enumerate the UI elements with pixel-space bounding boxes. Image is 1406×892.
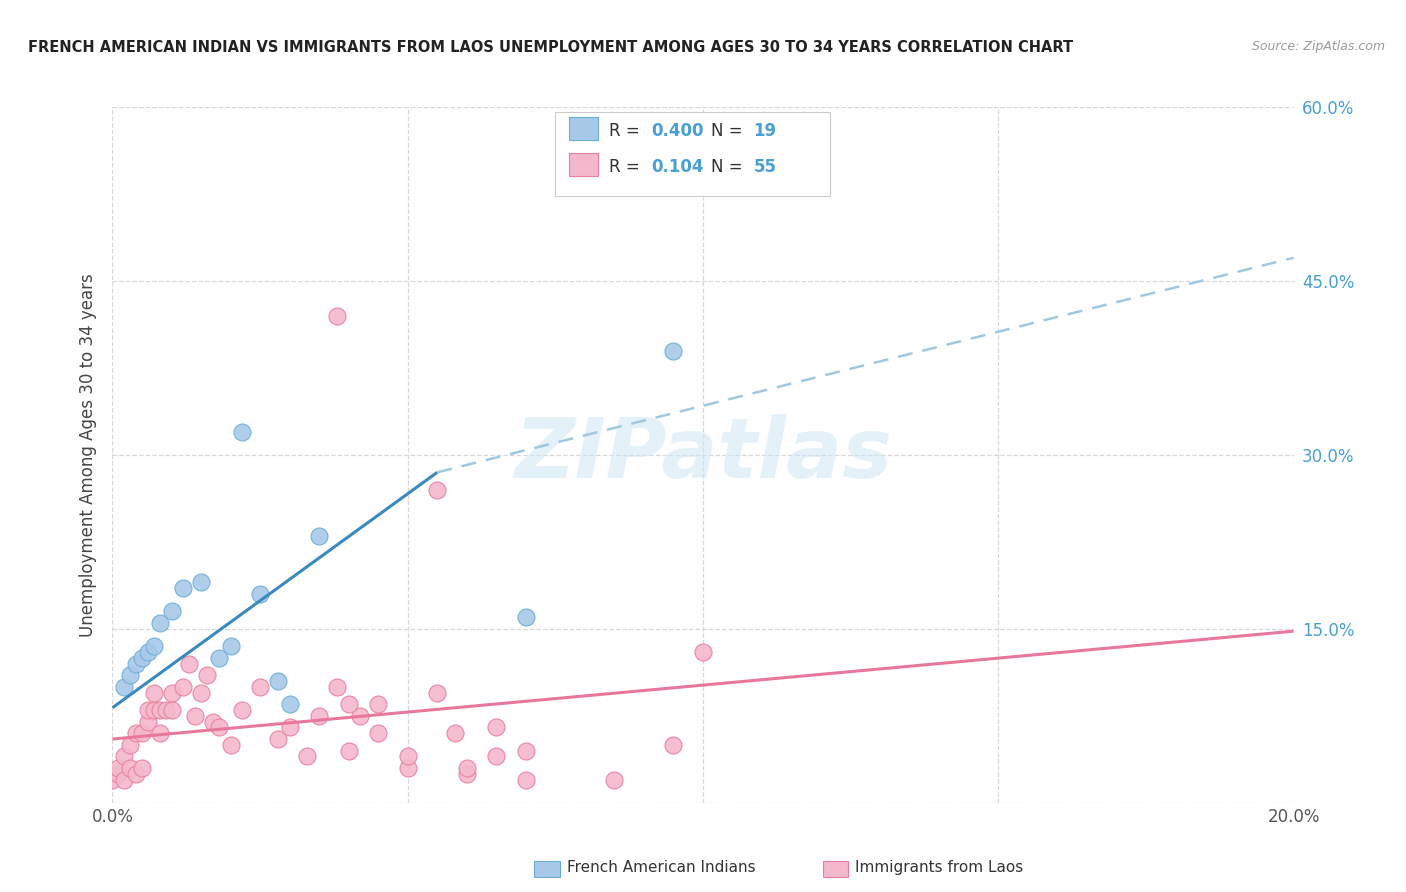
Point [125, 726, 148, 740]
Point [112, 749, 135, 764]
Point [120, 761, 142, 775]
Point [172, 582, 194, 596]
Point [308, 708, 330, 723]
Point [278, 721, 301, 735]
Point [131, 726, 153, 740]
Y-axis label: Unemployment Among Ages 30 to 34 years: Unemployment Among Ages 30 to 34 years [79, 273, 97, 637]
Point [426, 685, 449, 699]
Text: Source: ZipAtlas.com: Source: ZipAtlas.com [1251, 40, 1385, 54]
Point [267, 674, 290, 689]
Point [219, 738, 242, 752]
Text: R =: R = [609, 158, 650, 176]
Text: French American Indians: French American Indians [567, 861, 755, 875]
Point [349, 708, 371, 723]
Point [208, 721, 231, 735]
Point [155, 703, 177, 717]
Text: 0.104: 0.104 [651, 158, 703, 176]
Point [201, 714, 224, 729]
Point [125, 767, 148, 781]
Point [179, 657, 201, 671]
Point [112, 680, 135, 694]
Point [444, 726, 467, 740]
Point [485, 721, 508, 735]
Point [190, 685, 212, 699]
Point [120, 738, 142, 752]
Point [107, 761, 129, 775]
Point [485, 749, 508, 764]
Text: FRENCH AMERICAN INDIAN VS IMMIGRANTS FROM LAOS UNEMPLOYMENT AMONG AGES 30 TO 34 : FRENCH AMERICAN INDIAN VS IMMIGRANTS FRO… [28, 40, 1073, 55]
Point [120, 668, 142, 682]
Point [308, 529, 330, 543]
Point [662, 343, 685, 358]
Point [131, 761, 153, 775]
Point [603, 772, 626, 787]
Point [337, 744, 360, 758]
Point [101, 772, 124, 787]
Point [142, 639, 165, 653]
Text: N =: N = [711, 122, 748, 140]
Point [337, 698, 360, 712]
Point [692, 645, 714, 659]
Point [515, 744, 537, 758]
Text: Immigrants from Laos: Immigrants from Laos [855, 861, 1024, 875]
Point [136, 714, 159, 729]
Point [149, 703, 172, 717]
Point [231, 425, 253, 439]
Point [396, 761, 419, 775]
Point [426, 483, 449, 497]
Point [142, 685, 165, 699]
Point [172, 680, 194, 694]
Point [149, 726, 172, 740]
Point [160, 703, 183, 717]
Point [515, 772, 537, 787]
Point [456, 761, 478, 775]
Point [160, 685, 183, 699]
Point [249, 587, 271, 601]
Point [326, 680, 349, 694]
Text: ZIPatlas: ZIPatlas [515, 415, 891, 495]
Point [267, 731, 290, 746]
Point [160, 605, 183, 619]
Point [367, 726, 389, 740]
Point [662, 738, 685, 752]
Point [131, 651, 153, 665]
Point [136, 645, 159, 659]
Point [297, 749, 319, 764]
Point [367, 698, 389, 712]
Point [149, 615, 172, 630]
Text: 0.400: 0.400 [651, 122, 703, 140]
Point [219, 639, 242, 653]
Point [326, 309, 349, 323]
Point [142, 703, 165, 717]
Point [136, 703, 159, 717]
Point [184, 708, 207, 723]
Point [249, 680, 271, 694]
Point [396, 749, 419, 764]
Point [112, 772, 135, 787]
Point [107, 767, 129, 781]
Point [195, 668, 218, 682]
Text: 55: 55 [754, 158, 776, 176]
Point [125, 657, 148, 671]
Point [208, 651, 231, 665]
Point [190, 575, 212, 590]
Point [456, 767, 478, 781]
Text: N =: N = [711, 158, 748, 176]
Text: 19: 19 [754, 122, 776, 140]
Point [278, 698, 301, 712]
Point [231, 703, 253, 717]
Point [515, 610, 537, 624]
Text: R =: R = [609, 122, 645, 140]
